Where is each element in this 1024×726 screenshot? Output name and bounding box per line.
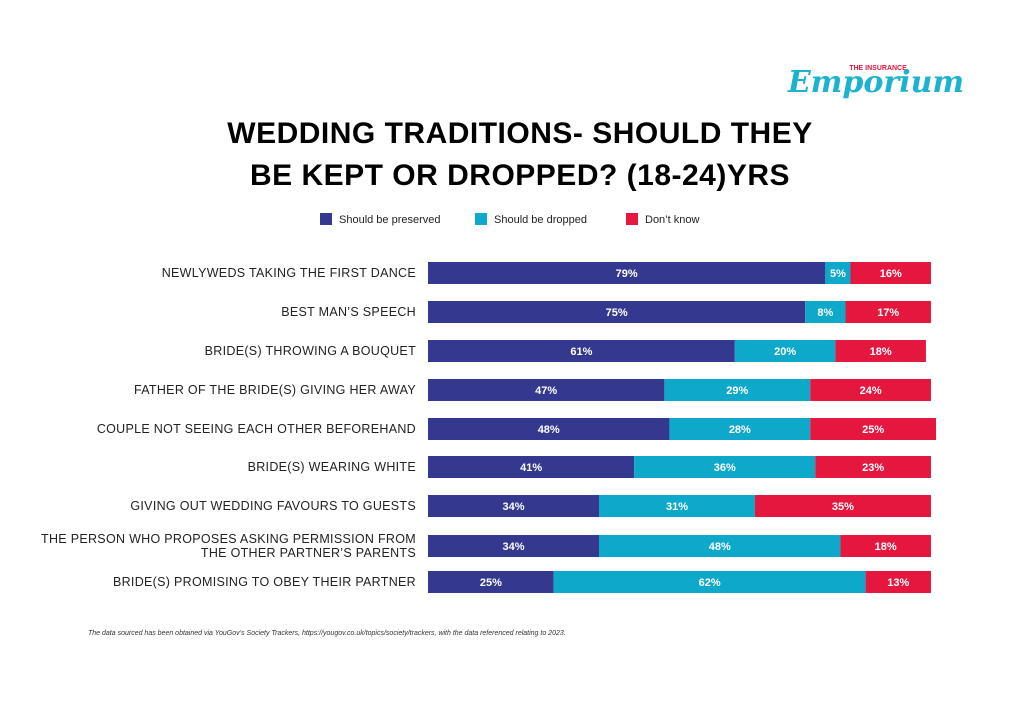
legend-swatch [475, 213, 487, 225]
legend-label: Should be dropped [494, 214, 587, 226]
bar-segment [810, 379, 931, 401]
value-label: 36% [714, 462, 736, 474]
bar-segment [850, 262, 931, 284]
value-label: 75% [606, 307, 628, 319]
bar-segment [428, 340, 735, 362]
bar-segment [664, 379, 811, 401]
value-label: 62% [699, 577, 721, 589]
category-label: BEST MAN’S SPEECH [281, 305, 416, 319]
value-label: 29% [726, 385, 748, 397]
category-label: BRIDE(S) WEARING WHITE [247, 460, 416, 474]
legend-label: Should be preserved [339, 214, 441, 226]
bar-segment [845, 301, 931, 323]
bar-segment [599, 495, 755, 517]
value-label: 5% [830, 268, 846, 280]
bar-segment [428, 379, 665, 401]
bar-segment [428, 301, 806, 323]
category-label: BRIDE(S) PROMISING TO OBEY THEIR PARTNER [112, 575, 416, 589]
bar-segment [428, 418, 670, 440]
value-label: 48% [538, 424, 560, 436]
bar-segment [805, 301, 846, 323]
bar-segment [734, 340, 836, 362]
legend-swatch [320, 213, 332, 225]
bar-segment [428, 495, 600, 517]
bar-segment [840, 535, 931, 557]
value-label: 34% [502, 501, 524, 513]
value-label: 79% [616, 268, 638, 280]
value-label: 48% [709, 541, 731, 553]
value-label: 16% [880, 268, 902, 280]
value-label: 28% [729, 424, 751, 436]
legend-swatch [626, 213, 638, 225]
value-label: 24% [860, 385, 882, 397]
bar-segment [428, 262, 826, 284]
bar-segment [754, 495, 931, 517]
bar-segment [428, 456, 635, 478]
value-label: 17% [877, 307, 899, 319]
bar-segment [815, 456, 931, 478]
bar-segment [634, 456, 816, 478]
bar-segment [810, 418, 936, 440]
value-label: 8% [817, 307, 833, 319]
value-label: 20% [774, 346, 796, 358]
value-label: 25% [862, 424, 884, 436]
category-label: GIVING OUT WEDDING FAVOURS TO GUESTS [130, 499, 416, 513]
logo-main: Emporium [787, 65, 964, 100]
value-label: 34% [502, 541, 524, 553]
bar-segment [825, 262, 851, 284]
value-label: 25% [480, 577, 502, 589]
value-label: 18% [875, 541, 897, 553]
bar-segment [669, 418, 811, 440]
value-label: 47% [535, 385, 557, 397]
value-label: 13% [887, 577, 909, 589]
bar-segment [428, 571, 554, 593]
bar-segment [599, 535, 841, 557]
legend-label: Don’t know [645, 214, 699, 226]
chart-title: WEDDING TRADITIONS- SHOULD THEY [227, 117, 813, 150]
bar-segment [553, 571, 866, 593]
value-label: 18% [870, 346, 892, 358]
bar-segment [835, 340, 926, 362]
bar-segment [428, 535, 600, 557]
chart-title: BE KEPT OR DROPPED? (18-24)YRS [250, 159, 790, 192]
bar-segment [865, 571, 931, 593]
value-label: 41% [520, 462, 542, 474]
footnote: The data sourced has been obtained via Y… [88, 630, 566, 637]
category-label: BRIDE(S) THROWING A BOUQUET [204, 344, 416, 358]
category-label: COUPLE NOT SEEING EACH OTHER BEFOREHAND [96, 422, 416, 436]
value-label: 35% [832, 501, 854, 513]
category-label: FATHER OF THE BRIDE(S) GIVING HER AWAY [133, 383, 416, 397]
value-label: 23% [862, 462, 884, 474]
logo-top: THE INSURANCE [849, 65, 907, 72]
category-label: THE PERSON WHO PROPOSES ASKING PERMISSIO… [41, 532, 416, 560]
value-label: 61% [570, 346, 592, 358]
value-label: 31% [666, 501, 688, 513]
category-label: NEWLYWEDS TAKING THE FIRST DANCE [161, 266, 416, 280]
